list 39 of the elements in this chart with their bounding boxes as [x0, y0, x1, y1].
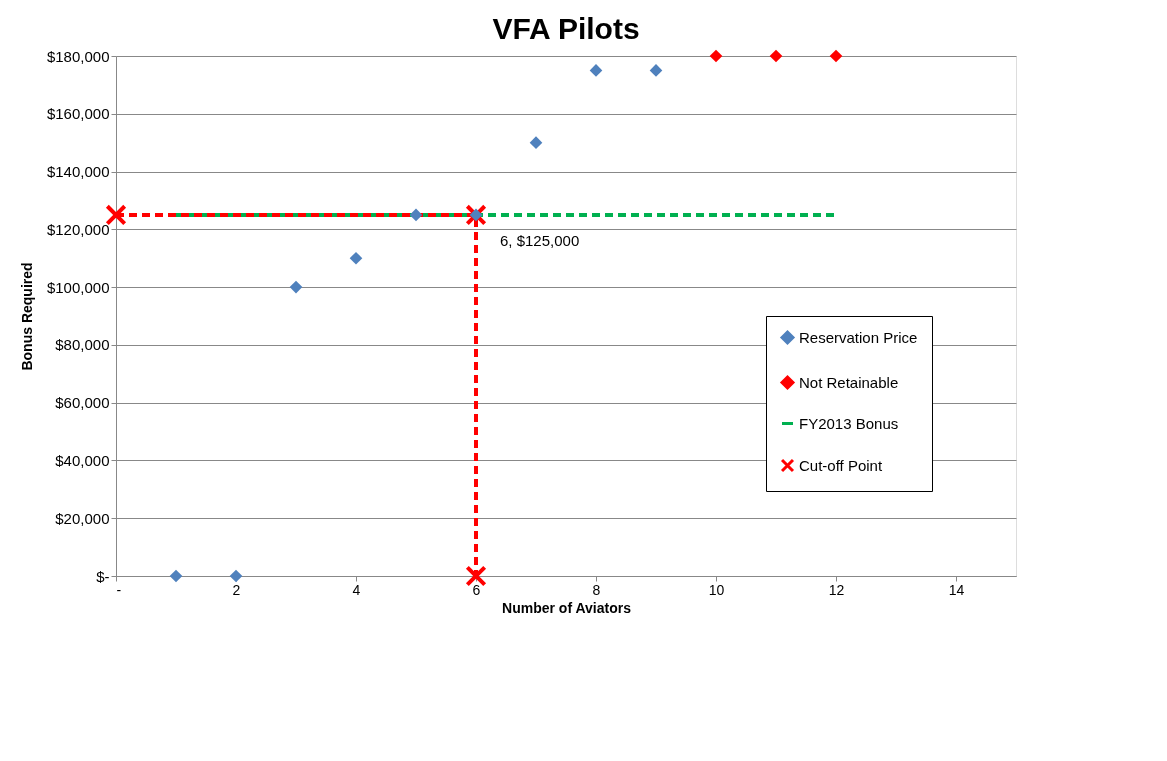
y-tick-label: $120,000	[46, 220, 110, 238]
x-tick-label: 6	[472, 581, 481, 598]
x-tick-label: 4	[352, 581, 361, 598]
y-tick-label: $80,000	[55, 336, 110, 354]
x-tick-label: -	[116, 581, 122, 598]
x-axis-title: Number of Aviators	[502, 599, 632, 616]
y-tick-label: $20,000	[55, 509, 110, 527]
legend-label: Cut-off Point	[799, 456, 883, 474]
y-tick-label: $180,000	[46, 47, 110, 65]
y-tick-label: $100,000	[46, 278, 110, 296]
x-tick-label: 8	[592, 581, 601, 598]
point	[769, 49, 783, 63]
point	[229, 569, 243, 583]
point	[289, 280, 303, 294]
chart-title: VFA Pilots	[492, 12, 640, 45]
point	[649, 64, 663, 77]
point	[465, 565, 487, 587]
point	[169, 569, 183, 583]
x-tick-label: 10	[708, 581, 725, 598]
y-tick-label: $160,000	[46, 105, 110, 123]
x-tick-label: 14	[948, 581, 965, 598]
legend-label: Reservation Price	[799, 328, 918, 346]
legend-label: FY2013 Bonus	[799, 414, 899, 432]
point	[709, 49, 723, 63]
point	[829, 49, 843, 63]
annotation: 6, $125,000	[500, 231, 580, 249]
point	[105, 204, 127, 226]
y-tick-label: $60,000	[55, 394, 110, 412]
point	[409, 208, 423, 222]
x-tick-label: 12	[828, 581, 845, 598]
x-tick-label: 2	[232, 581, 241, 598]
y-tick-label: $40,000	[55, 451, 110, 469]
y-tick-label: $140,000	[46, 163, 110, 181]
point	[529, 136, 543, 149]
y-axis-title: Bonus Required	[18, 262, 35, 371]
legend-label: Not Retainable	[799, 373, 899, 391]
point	[589, 64, 603, 77]
y-tick-label: $-	[96, 567, 110, 585]
point	[349, 251, 363, 265]
